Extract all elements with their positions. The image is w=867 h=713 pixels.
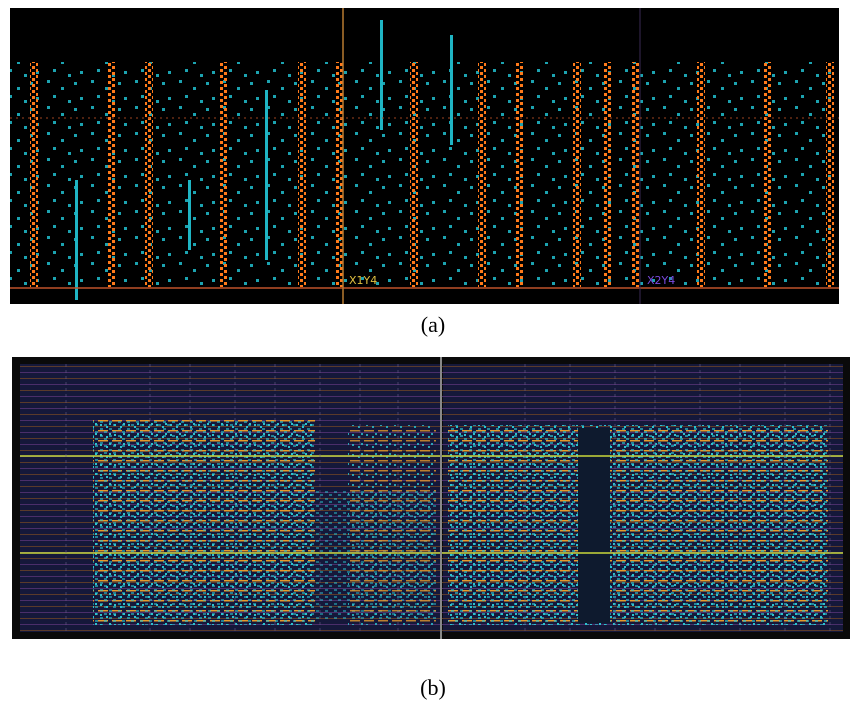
- orange-column: [632, 62, 640, 287]
- orange-column: [220, 62, 228, 287]
- region-label: X2Y4: [647, 274, 675, 287]
- panel-label: (a): [421, 312, 445, 337]
- orange-column: [516, 62, 524, 287]
- panel-b: [12, 357, 850, 639]
- orange-column: [145, 62, 153, 287]
- placed-logic: [448, 425, 828, 625]
- cyan-bar: [380, 20, 383, 130]
- panel-a: X1Y4 X2Y4: [10, 8, 839, 304]
- orange-column: [298, 62, 306, 287]
- orange-column: [826, 62, 834, 287]
- cyan-bar: [75, 180, 78, 300]
- orange-column: [603, 62, 611, 287]
- orange-column: [335, 62, 343, 287]
- orange-column: [30, 62, 38, 287]
- cyan-bar: [265, 90, 268, 260]
- region-label: X1Y4: [349, 274, 377, 287]
- region-columns: [65, 364, 831, 632]
- empty-column: [578, 428, 610, 623]
- orange-column: [478, 62, 486, 287]
- orange-column: [410, 62, 418, 287]
- orange-column: [108, 62, 116, 287]
- placed-logic: [348, 425, 436, 625]
- cyan-bar: [450, 35, 453, 145]
- orange-column: [573, 62, 581, 287]
- orange-column: [763, 62, 771, 287]
- cyan-cells: [10, 62, 839, 287]
- placed-logic: [93, 420, 315, 625]
- panel-label: (b): [420, 675, 446, 700]
- orange-columns: [30, 20, 834, 300]
- orange-column: [697, 62, 705, 287]
- cyan-bar: [188, 180, 191, 250]
